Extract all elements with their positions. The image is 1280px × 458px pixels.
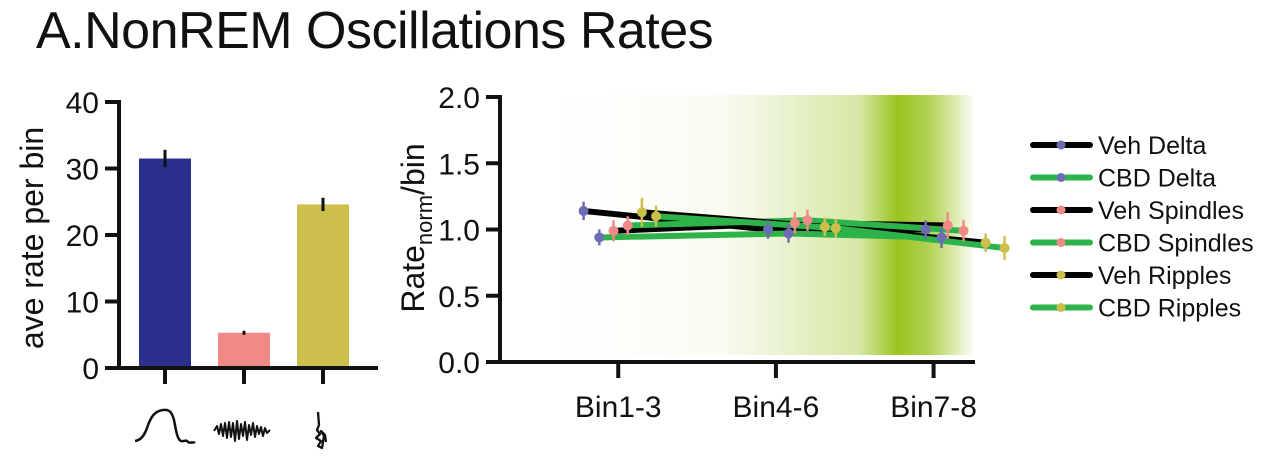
line-y-tick-label: 0.0 (438, 347, 480, 380)
spindle-waveform-icon (213, 420, 271, 442)
series-point (802, 215, 813, 226)
series-point (783, 228, 794, 239)
bar-y-tick-label: 20 (66, 220, 99, 253)
series-point (608, 225, 619, 236)
line-y-tick-label: 1.0 (438, 215, 480, 248)
legend-marker (1056, 140, 1066, 150)
series-point (763, 224, 774, 235)
legend-marker (1056, 238, 1066, 247)
series-point (942, 220, 953, 231)
line-x-tick-label: Bin7-8 (890, 391, 977, 424)
series-point (636, 207, 647, 218)
legend-label: CBD Delta (1098, 165, 1216, 193)
series-point (958, 225, 969, 236)
series-point (936, 232, 947, 243)
series-point (999, 243, 1010, 254)
series-point (920, 224, 931, 235)
legend-label: Veh Ripples (1098, 262, 1231, 290)
bar-y-axis-label: ave rate per bin (14, 127, 50, 349)
legend-marker (1056, 270, 1066, 280)
legend-label: CBD Ripples (1098, 295, 1241, 323)
series-point (980, 237, 991, 248)
series-point (819, 221, 830, 232)
legend-marker (1056, 303, 1066, 312)
bar-y-tick-label: 0 (82, 353, 99, 386)
series-point (594, 232, 605, 243)
bar-y-tick-label: 30 (66, 154, 99, 187)
bar-spindle-waveform (218, 332, 270, 368)
line-y-tick-label: 1.5 (438, 148, 480, 181)
series-point (578, 205, 589, 216)
series-point (830, 223, 841, 234)
legend-marker (1056, 173, 1066, 182)
legend: Veh Delta CBD Delta Veh Spindles CBD Spindl… (1030, 132, 1254, 323)
legend-label: Veh Spindles (1098, 197, 1244, 225)
legend-marker (1056, 205, 1066, 215)
line-y-tick-label: 2.0 (438, 82, 480, 115)
delta-waveform-icon (134, 408, 196, 445)
ripple-waveform-icon (314, 411, 328, 450)
bar-y-tick-label: 40 (66, 87, 99, 120)
bar-delta-waveform (139, 158, 191, 368)
chart-title: A.NonREM Oscillations Rates (36, 2, 714, 60)
series-point (622, 220, 633, 231)
series-point (789, 217, 800, 228)
legend-label: Veh Delta (1098, 132, 1207, 160)
line-x-tick-label: Bin4-6 (733, 391, 820, 424)
line-y-axis-label: Ratenorm/bin (395, 143, 437, 312)
bar-chart: ave rate per bin 0 10 20 30 40 (14, 87, 378, 450)
bar-y-tick-label: 10 (66, 287, 99, 320)
line-chart: Ratenorm/bin 0.0 0.5 1.0 1.5 2.0 Bin1-3 Bin4-… (395, 82, 1010, 424)
legend-label: CBD Spindles (1098, 230, 1254, 258)
line-x-tick-label: Bin1-3 (575, 391, 662, 424)
series-point (651, 211, 662, 222)
line-y-tick-label: 0.5 (438, 281, 480, 314)
bar-ripple-waveform (297, 204, 349, 368)
